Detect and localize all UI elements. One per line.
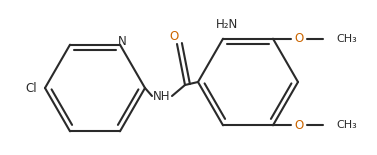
Text: Cl: Cl	[25, 82, 37, 95]
Text: CH₃: CH₃	[336, 34, 357, 44]
Text: NH: NH	[153, 89, 171, 102]
Text: CH₃: CH₃	[336, 120, 357, 130]
Text: O: O	[294, 119, 303, 132]
Text: O: O	[169, 29, 179, 42]
Text: O: O	[294, 32, 303, 45]
Text: H₂N: H₂N	[216, 18, 238, 31]
Text: N: N	[118, 35, 126, 48]
